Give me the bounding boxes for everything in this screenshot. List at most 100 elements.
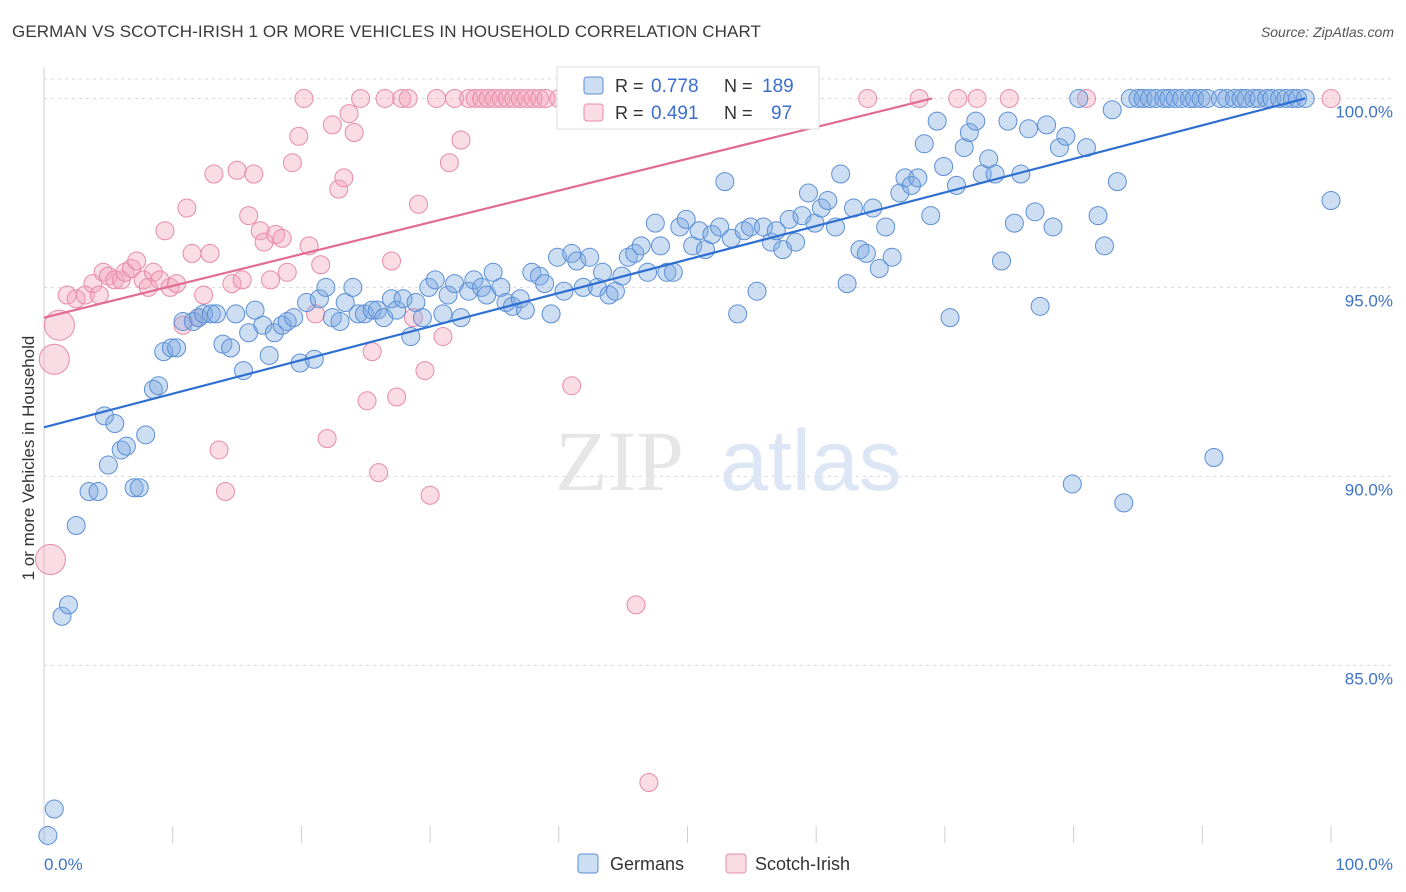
german-point [272, 315, 292, 335]
scotch-irish-point [858, 88, 878, 108]
x-tick-labels: 0.0% 100.0% [44, 855, 1393, 874]
german-point [284, 308, 304, 328]
german-point [464, 270, 484, 290]
german-point [811, 198, 831, 218]
scotch-irish-point [484, 88, 504, 108]
german-swatch [583, 76, 604, 95]
german-n-value: 189 [762, 76, 794, 97]
german-point [381, 289, 401, 309]
german-point [908, 168, 928, 188]
german-point [387, 300, 407, 320]
german-point [753, 217, 773, 237]
german-point [1224, 88, 1244, 108]
german-point [1037, 115, 1057, 135]
german-point [245, 300, 265, 320]
scotch-irish-point [317, 429, 337, 449]
german-point [1062, 474, 1082, 494]
scotch-irish-point [536, 88, 556, 108]
scotch-irish-point [261, 270, 281, 290]
scotch-irish-point [334, 168, 354, 188]
scotch-irish-point [369, 463, 389, 483]
scotch-irish-point [445, 88, 465, 108]
scotch-irish-point [266, 225, 286, 245]
y-tick-labels: 85.0% 90.0% 95.0% 100.0% [1335, 102, 1393, 688]
legend-scotch-irish-label: Scotch-Irish [755, 854, 850, 874]
scotch-irish-point [562, 376, 582, 396]
german-point [1185, 88, 1205, 108]
scotch-irish-point [294, 88, 314, 108]
german-point [253, 315, 273, 335]
german-point [1140, 88, 1160, 108]
scotch-irish-point [451, 130, 471, 150]
german-point [1043, 217, 1063, 237]
german-point [715, 172, 735, 192]
german-point [940, 308, 960, 328]
scotch-irish-point [34, 544, 66, 576]
german-point [914, 134, 934, 154]
source-label: Source: ZipAtlas.com [1260, 24, 1394, 40]
scotch-irish-point [409, 194, 429, 214]
german-point [1159, 88, 1179, 108]
german-point [188, 308, 208, 328]
stats-legend: R = 0.778 N = 189 R = 0.491 N = 97 [556, 66, 820, 130]
scotch-irish-point [344, 122, 364, 142]
german-point [124, 478, 144, 498]
german-point [728, 304, 748, 324]
german-point [741, 217, 761, 237]
german-point [901, 175, 921, 195]
scotch-irish-point [250, 221, 270, 241]
german-point [367, 300, 387, 320]
scotch-irish-point [127, 251, 147, 271]
scotch-irish-trendline [43, 97, 933, 319]
scotch-irish-point [75, 285, 95, 305]
scotch-irish-point [415, 361, 435, 381]
german-point [921, 206, 941, 226]
german-point [1249, 88, 1269, 108]
scotch-irish-point [351, 88, 371, 108]
german-point [116, 436, 136, 456]
legend-germans-label: Germans [610, 854, 684, 874]
german-point [316, 277, 336, 297]
german-point [895, 168, 915, 188]
scotch-irish-point [1076, 88, 1096, 108]
german-point [362, 300, 382, 320]
watermark-atlas: atlas [720, 413, 902, 509]
german-point [831, 164, 851, 184]
german-point [1321, 191, 1341, 210]
german-point [183, 311, 203, 331]
german-point [567, 251, 587, 271]
german-point [491, 277, 511, 297]
german-point [837, 274, 857, 294]
scotch-irish-swatch [583, 103, 604, 122]
german-point [173, 311, 193, 331]
scotch-irish-point [244, 164, 264, 184]
german-point [348, 304, 368, 324]
german-point [297, 293, 317, 313]
german-point [393, 289, 413, 309]
german-point [702, 225, 722, 245]
german-point [548, 247, 568, 267]
german-point [1056, 126, 1076, 146]
german-point [1217, 88, 1237, 108]
scotch-irish-point [427, 88, 447, 108]
german-point [425, 270, 445, 290]
grid-lines [44, 78, 1395, 666]
legend-scotch-irish-swatch [725, 853, 747, 874]
scotch-irish-point [433, 327, 453, 347]
german-point [689, 221, 709, 241]
german-point [264, 323, 284, 343]
german-point [1133, 88, 1153, 108]
scotch-irish-n-value: 97 [771, 103, 792, 124]
german-point [650, 236, 670, 256]
german-point [52, 606, 72, 626]
scotch-irish-point [232, 270, 252, 290]
scotch-irish-point [362, 342, 382, 362]
scotch-irish-point [1321, 88, 1341, 108]
german-point [1094, 236, 1114, 256]
scotch-irish-point [155, 221, 175, 241]
german-point [927, 111, 947, 131]
german-point [1197, 88, 1217, 108]
scotch-irish-point [329, 179, 349, 199]
scotch-irish-point [626, 595, 646, 615]
